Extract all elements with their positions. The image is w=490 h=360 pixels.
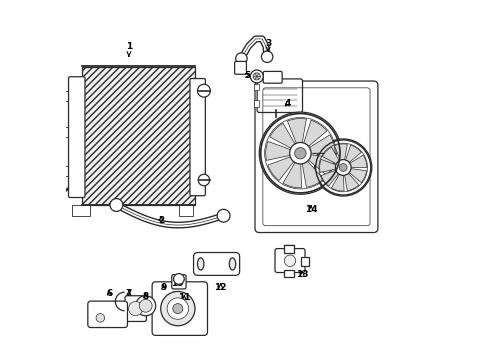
FancyBboxPatch shape: [235, 62, 246, 74]
Bar: [57, 91, 70, 102]
Text: 3: 3: [265, 39, 271, 51]
Bar: [284, 270, 294, 277]
Wedge shape: [288, 118, 306, 153]
Wedge shape: [300, 135, 335, 153]
Circle shape: [128, 301, 143, 316]
Wedge shape: [300, 153, 335, 175]
Circle shape: [217, 209, 230, 222]
FancyBboxPatch shape: [172, 275, 186, 289]
Circle shape: [198, 174, 210, 186]
FancyBboxPatch shape: [194, 252, 240, 275]
Circle shape: [259, 112, 342, 194]
Circle shape: [96, 314, 104, 322]
Text: 11: 11: [178, 293, 191, 302]
Text: 14: 14: [305, 205, 318, 214]
Wedge shape: [343, 145, 361, 167]
Wedge shape: [283, 153, 301, 188]
Bar: [82, 67, 195, 205]
Wedge shape: [268, 153, 300, 180]
Wedge shape: [319, 159, 343, 172]
FancyBboxPatch shape: [257, 79, 302, 112]
Wedge shape: [343, 155, 367, 167]
Circle shape: [250, 70, 263, 83]
FancyBboxPatch shape: [275, 249, 305, 273]
Circle shape: [290, 143, 311, 164]
Circle shape: [173, 303, 183, 314]
Wedge shape: [334, 144, 347, 167]
Ellipse shape: [197, 258, 204, 270]
Circle shape: [315, 139, 372, 196]
Wedge shape: [331, 167, 344, 191]
Wedge shape: [322, 147, 343, 167]
Wedge shape: [343, 167, 359, 191]
Bar: [57, 166, 70, 176]
Wedge shape: [343, 167, 367, 183]
Text: 12: 12: [215, 283, 227, 292]
Circle shape: [167, 298, 189, 319]
Circle shape: [284, 255, 296, 266]
Wedge shape: [300, 120, 327, 153]
Circle shape: [253, 73, 260, 80]
Bar: [57, 127, 70, 137]
Text: 6: 6: [106, 289, 112, 298]
Circle shape: [236, 53, 247, 64]
Polygon shape: [72, 205, 90, 216]
Text: 5: 5: [245, 71, 251, 80]
Wedge shape: [300, 153, 323, 187]
FancyBboxPatch shape: [69, 77, 85, 198]
Wedge shape: [321, 167, 343, 186]
Text: 4: 4: [285, 99, 291, 108]
Circle shape: [139, 299, 152, 312]
Ellipse shape: [229, 258, 236, 270]
Circle shape: [161, 292, 195, 326]
Text: 13: 13: [296, 270, 308, 279]
Circle shape: [335, 159, 351, 175]
Wedge shape: [266, 141, 300, 161]
Circle shape: [197, 84, 210, 97]
Bar: [254, 100, 259, 107]
Text: 1: 1: [126, 41, 132, 56]
Circle shape: [136, 296, 156, 316]
FancyBboxPatch shape: [125, 296, 147, 321]
Circle shape: [339, 163, 347, 171]
FancyBboxPatch shape: [263, 71, 282, 83]
Circle shape: [294, 148, 306, 159]
Bar: [301, 257, 309, 266]
Text: 10: 10: [171, 279, 183, 288]
FancyBboxPatch shape: [190, 78, 205, 196]
Bar: [284, 245, 294, 252]
Circle shape: [262, 51, 273, 63]
FancyBboxPatch shape: [88, 301, 127, 328]
FancyBboxPatch shape: [255, 81, 378, 233]
Polygon shape: [179, 205, 193, 216]
Circle shape: [173, 274, 184, 284]
Circle shape: [110, 199, 123, 211]
Text: 9: 9: [160, 283, 167, 292]
Bar: [254, 84, 259, 90]
Text: 7: 7: [126, 289, 132, 298]
FancyBboxPatch shape: [152, 282, 207, 336]
Text: 8: 8: [143, 292, 149, 301]
Wedge shape: [270, 123, 300, 153]
Text: 2: 2: [158, 216, 164, 225]
